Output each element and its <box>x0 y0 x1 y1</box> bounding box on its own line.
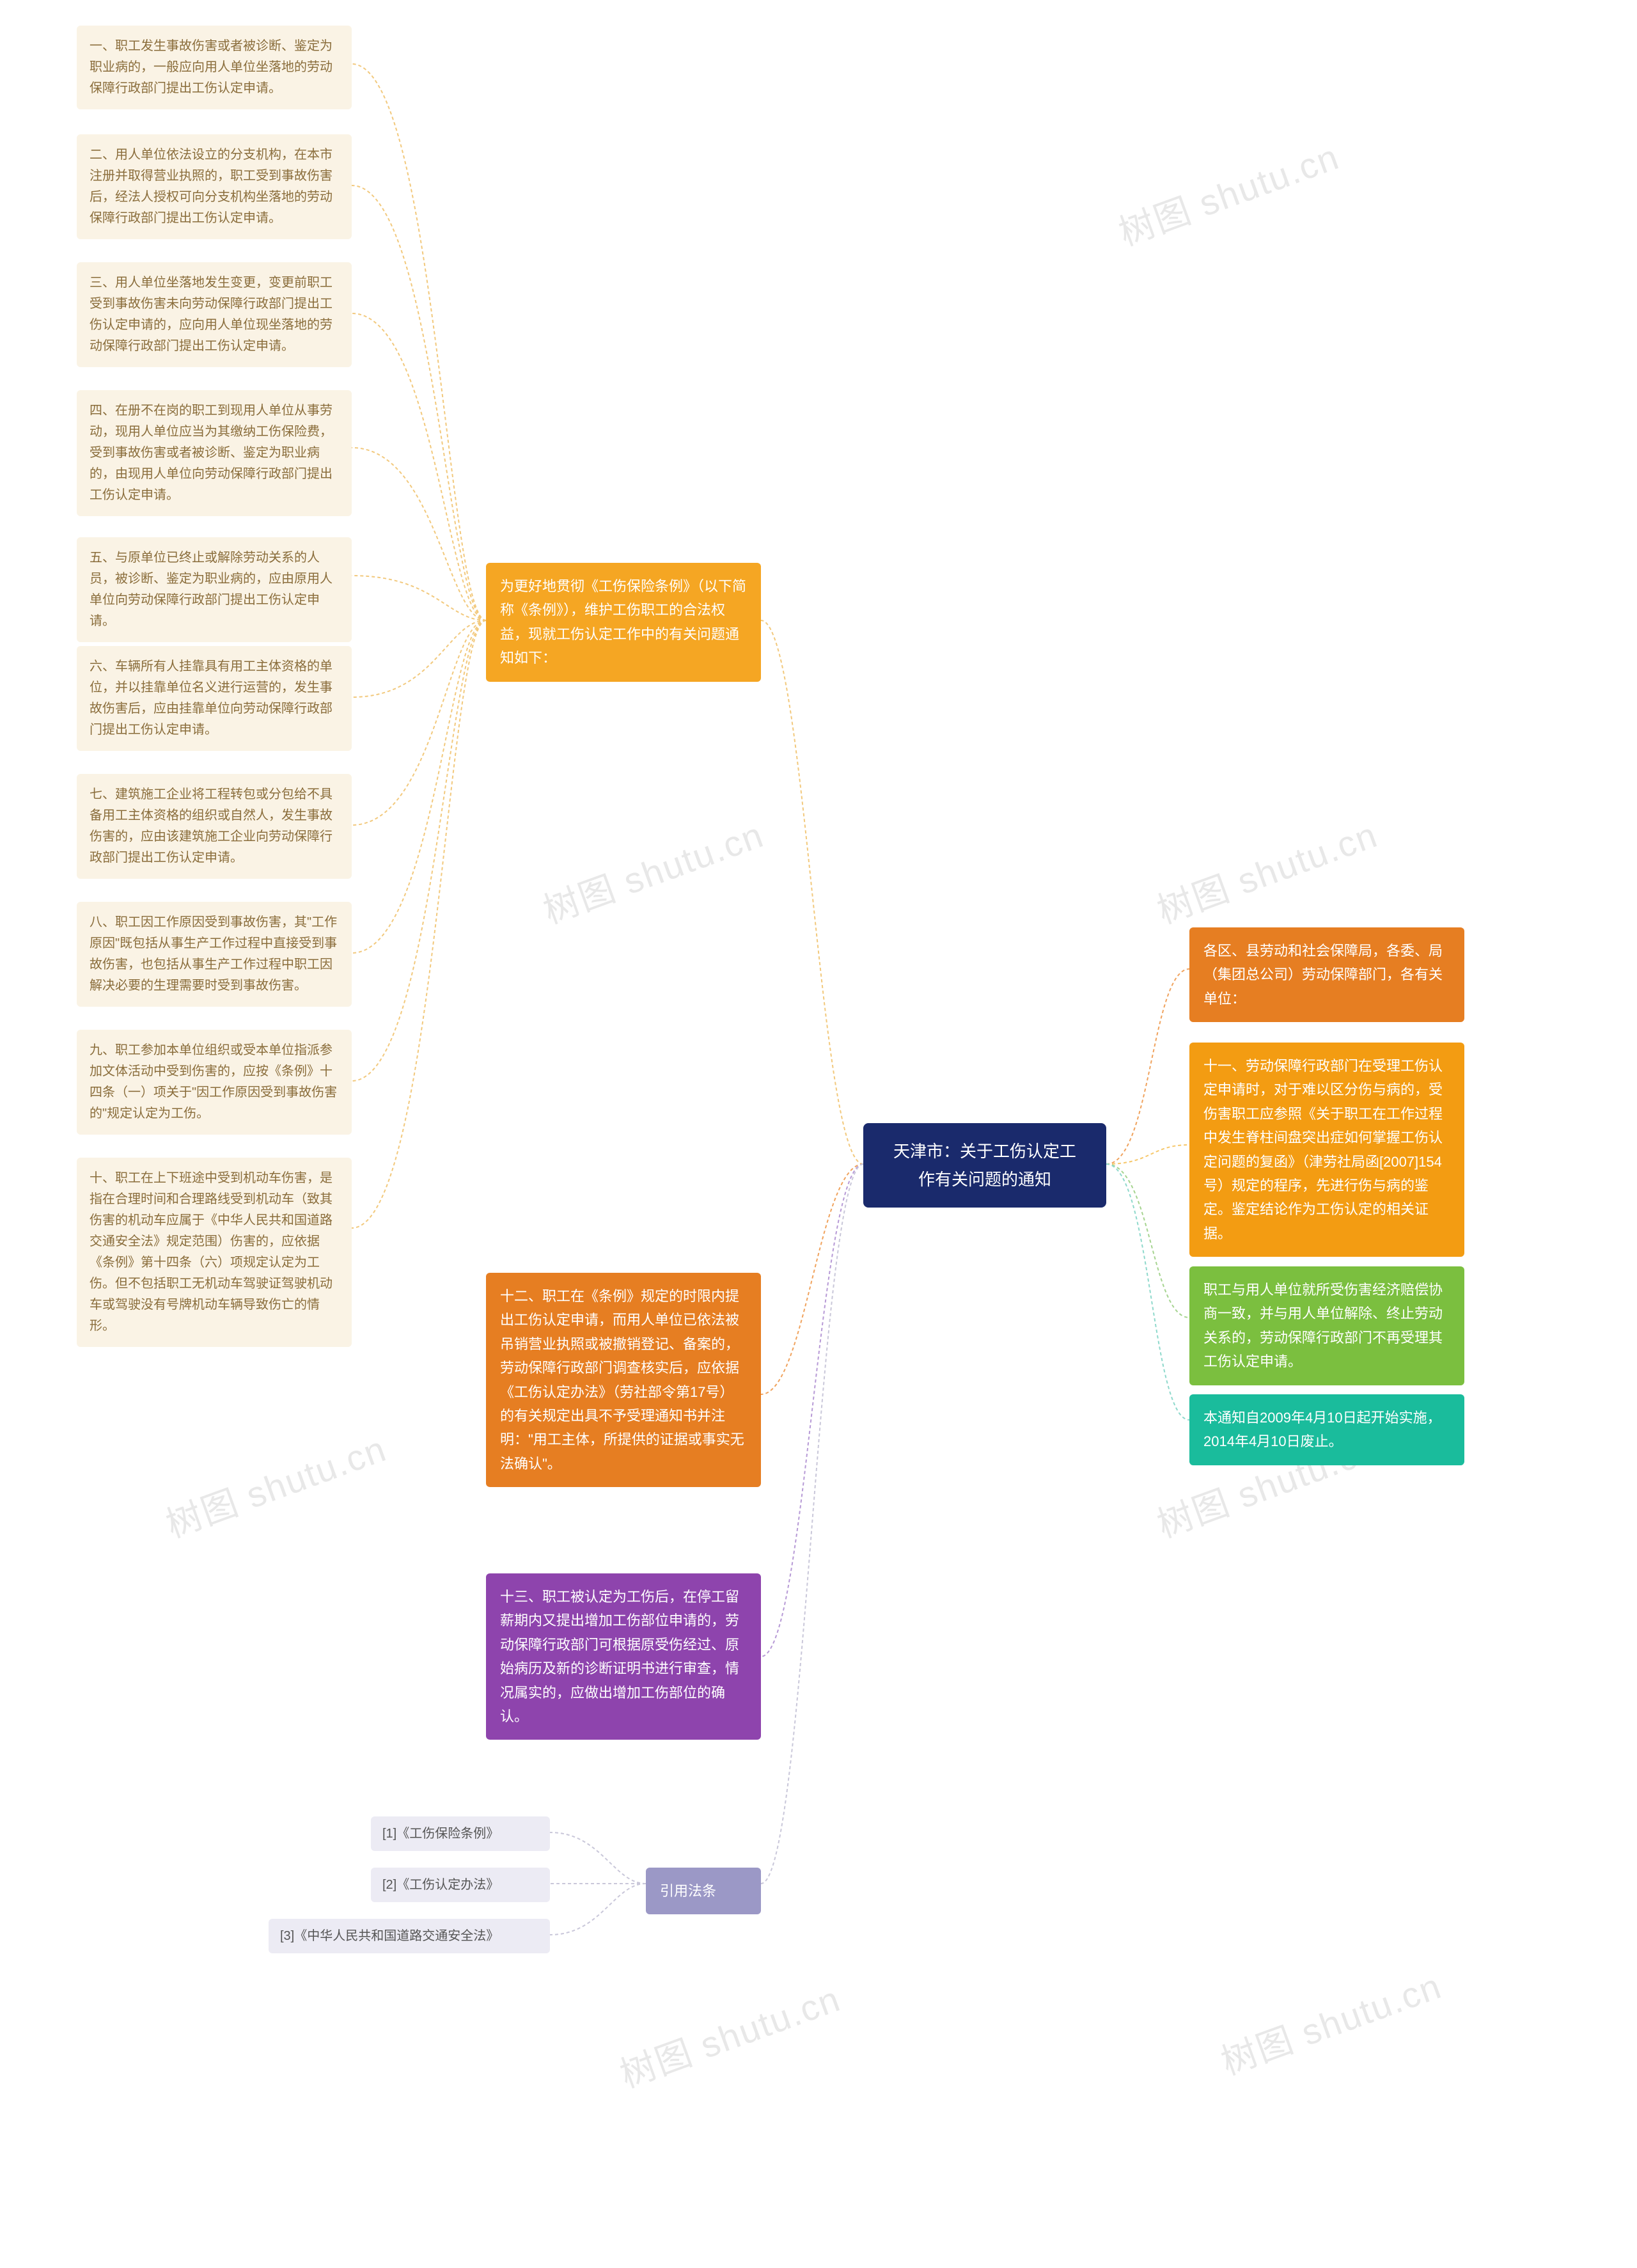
leaf-intro-6[interactable]: 六、车辆所有人挂靠具有用工主体资格的单位，并以挂靠单位名义进行运营的，发生事故伤… <box>77 646 352 751</box>
leaf-intro-1[interactable]: 一、职工发生事故伤害或者被诊断、鉴定为职业病的，一般应向用人单位坐落地的劳动保障… <box>77 26 352 109</box>
leaf-intro-10[interactable]: 十、职工在上下班途中受到机动车伤害，是指在合理时间和合理路线受到机动车（致其伤害… <box>77 1158 352 1347</box>
leaf-intro-9[interactable]: 九、职工参加本单位组织或受本单位指派参加文体活动中受到伤害的，应按《条例》十四条… <box>77 1030 352 1135</box>
branch-item11[interactable]: 十一、劳动保障行政部门在受理工伤认定申请时，对于难以区分伤与病的，受伤害职工应参… <box>1189 1043 1464 1257</box>
branch-item13[interactable]: 十三、职工被认定为工伤后，在停工留薪期内又提出增加工伤部位申请的，劳动保障行政部… <box>486 1573 761 1740</box>
leaf-cite-3[interactable]: [3]《中华人民共和国道路交通安全法》 <box>269 1919 550 1953</box>
branch-intro[interactable]: 为更好地贯彻《工伤保险条例》（以下简称《条例》），维护工伤职工的合法权益，现就工… <box>486 563 761 682</box>
branch-comp[interactable]: 职工与用人单位就所受伤害经济赔偿协商一致，并与用人单位解除、终止劳动关系的，劳动… <box>1189 1266 1464 1385</box>
leaf-intro-8[interactable]: 八、职工因工作原因受到事故伤害，其"工作原因"既包括从事生产工作过程中直接受到事… <box>77 902 352 1007</box>
leaf-intro-5[interactable]: 五、与原单位已终止或解除劳动关系的人员，被诊断、鉴定为职业病的，应由原用人单位向… <box>77 537 352 642</box>
branch-effective[interactable]: 本通知自2009年4月10日起开始实施，2014年4月10日废止。 <box>1189 1394 1464 1465</box>
leaf-cite-2[interactable]: [2]《工伤认定办法》 <box>371 1868 550 1902</box>
leaf-intro-2[interactable]: 二、用人单位依法设立的分支机构，在本市注册并取得营业执照的，职工受到事故伤害后，… <box>77 134 352 239</box>
leaf-intro-7[interactable]: 七、建筑施工企业将工程转包或分包给不具备用工主体资格的组织或自然人，发生事故伤害… <box>77 774 352 879</box>
root-node[interactable]: 天津市：关于工伤认定工作有关问题的通知 <box>863 1123 1106 1208</box>
branch-units[interactable]: 各区、县劳动和社会保障局，各委、局（集团总公司）劳动保障部门，各有关单位： <box>1189 927 1464 1022</box>
leaf-intro-4[interactable]: 四、在册不在岗的职工到现用人单位从事劳动，现用人单位应当为其缴纳工伤保险费，受到… <box>77 390 352 516</box>
leaf-intro-3[interactable]: 三、用人单位坐落地发生变更，变更前职工受到事故伤害未向劳动保障行政部门提出工伤认… <box>77 262 352 367</box>
branch-item12[interactable]: 十二、职工在《条例》规定的时限内提出工伤认定申请，而用人单位已依法被吊销营业执照… <box>486 1273 761 1487</box>
leaf-cite-1[interactable]: [1]《工伤保险条例》 <box>371 1816 550 1851</box>
branch-cite[interactable]: 引用法条 <box>646 1868 761 1914</box>
mindmap-canvas: 天津市：关于工伤认定工作有关问题的通知 为更好地贯彻《工伤保险条例》（以下简称《条… <box>0 0 1637 2268</box>
